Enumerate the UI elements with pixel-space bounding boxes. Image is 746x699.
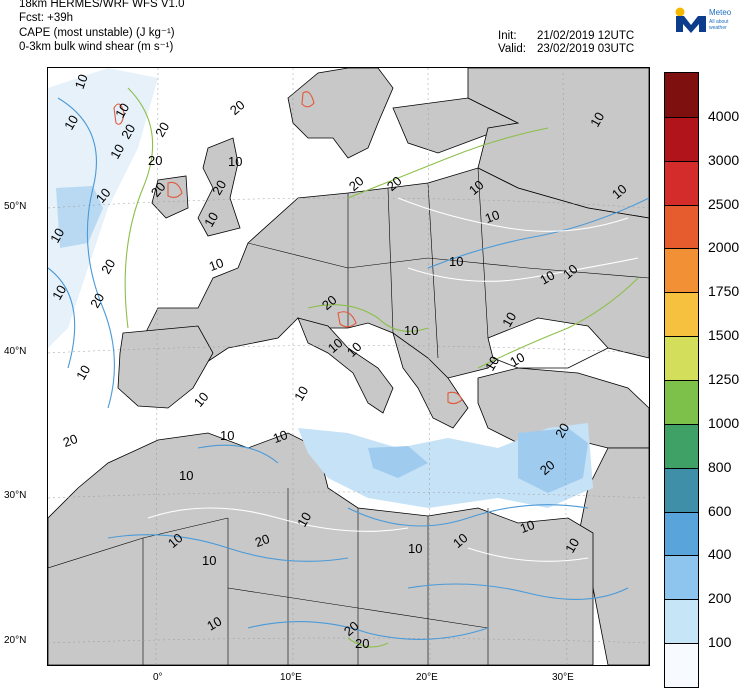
- italy: [297, 317, 394, 414]
- shear-contours: [48, 87, 649, 648]
- colorbar-segment: [665, 292, 698, 337]
- colorbar-label: 800: [708, 458, 732, 475]
- colorbar-label: 100: [708, 634, 732, 651]
- country-borders: [48, 167, 649, 665]
- cape-area-levant: [518, 428, 588, 493]
- colorbar-segment: [665, 160, 698, 205]
- model-title: 18km HERMES/WRF WFS V1.0: [19, 0, 185, 10]
- logo-tagline: All about weather: [709, 19, 729, 31]
- middle-east: [577, 447, 649, 665]
- colorbar-segment: [665, 555, 698, 600]
- colorbar-label: 600: [708, 502, 732, 519]
- lat-label-30n: 30°N: [4, 490, 27, 501]
- contour-value-label: 20: [148, 153, 163, 168]
- contour-value-label: 10: [202, 553, 217, 568]
- colorbar-label: 1250: [708, 371, 740, 387]
- colorbar-segment: [665, 336, 698, 380]
- colorbar-label: 2000: [708, 239, 740, 256]
- colorbar-segment: [665, 423, 698, 468]
- lon-label-30e: 30°E: [552, 672, 574, 683]
- contour-value-label: 10: [408, 541, 423, 556]
- colorbar-label: 400: [708, 546, 732, 563]
- contour-value-label: 20: [355, 636, 370, 651]
- lon-label-0: 0°: [153, 672, 163, 683]
- logo-name: Meteo: [709, 8, 732, 17]
- shear-contours-white: [147, 197, 639, 562]
- scandinavia-landmass: [287, 68, 394, 159]
- colorbar-label: 200: [708, 590, 732, 607]
- cape-area-atlantic-core: [56, 186, 103, 248]
- contour-value-label: 10: [449, 254, 464, 269]
- colorbar-label: 1000: [708, 414, 740, 431]
- valid-label: Valid:: [498, 43, 526, 55]
- colorbar-segment: [665, 599, 698, 644]
- valid-value: 23/02/2019 03UTC: [537, 43, 635, 55]
- lon-label-20e: 20°E: [416, 672, 438, 683]
- colorbar-label: 4000: [708, 107, 740, 124]
- colorbar-segment: [665, 511, 698, 556]
- north-africa: [48, 432, 594, 665]
- colorbar-segment: [665, 467, 698, 512]
- map-area: [47, 67, 650, 666]
- colorbar-segment: [665, 73, 698, 117]
- great-britain: [197, 137, 241, 237]
- contour-value-label: 10: [228, 154, 243, 169]
- colorbar-segment: [665, 248, 698, 293]
- init-label: Init:: [498, 30, 517, 42]
- colorbar-segment: [665, 643, 698, 687]
- meteo-logo-icon: [675, 7, 706, 33]
- balkans: [392, 332, 469, 429]
- contour-value-label: 10: [220, 428, 235, 443]
- colorbar-label: 1500: [708, 327, 740, 344]
- init-value: 21/02/2019 12UTC: [537, 30, 635, 42]
- field-cape-label: CAPE (most unstable) (J kg⁻¹): [19, 27, 175, 39]
- colorbar-segment: [665, 380, 698, 424]
- colorbar-label: 1750: [708, 283, 740, 300]
- colorbar-label: 3000: [708, 151, 740, 168]
- forecast-hour: Fcst: +39h: [19, 12, 74, 24]
- field-shear-label: 0-3km bulk wind shear (m s⁻¹): [19, 41, 174, 53]
- colorbar-label: 2500: [708, 195, 740, 212]
- colorbar-segment: [665, 204, 698, 249]
- contour-value-label: 10: [404, 323, 419, 338]
- cape-area-ionian: [368, 446, 428, 478]
- contour-value-label: 10: [179, 468, 194, 483]
- map-svg: [48, 68, 649, 665]
- cape-red-contours: [113, 91, 463, 405]
- colorbar: [664, 72, 699, 688]
- iberian-peninsula: [117, 325, 214, 409]
- lat-label-50n: 50°N: [4, 201, 27, 212]
- lat-label-20n: 20°N: [4, 635, 27, 646]
- lat-label-40n: 40°N: [4, 346, 27, 357]
- lon-label-10e: 10°E: [280, 672, 302, 683]
- black-sea: [487, 317, 609, 369]
- colorbar-segment: [665, 116, 698, 161]
